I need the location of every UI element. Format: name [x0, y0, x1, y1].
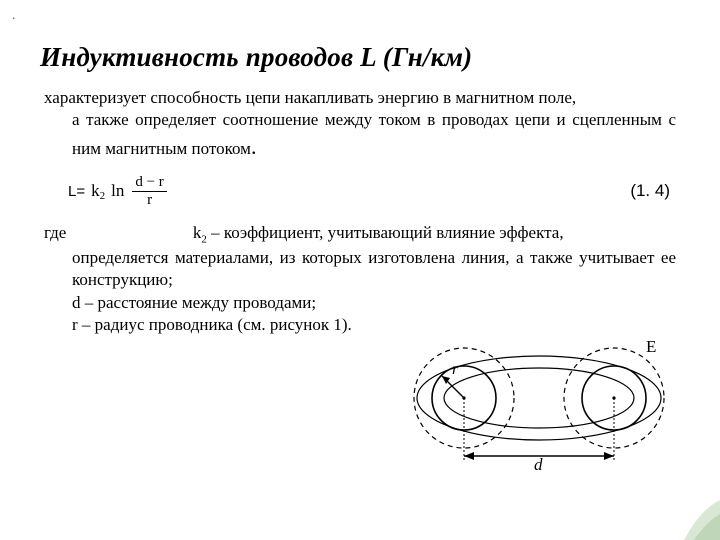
- formula-k-sub: 2: [100, 190, 106, 202]
- stray-dot: .: [12, 8, 16, 24]
- label-E: E: [646, 337, 656, 356]
- fraction-denominator: r: [147, 192, 152, 208]
- corner-decoration: [660, 500, 720, 540]
- figure-svg: r d E: [394, 330, 684, 480]
- dim-d-arrow-right: [604, 452, 614, 460]
- slide-root: . Индуктивность проводов L (Гн/км) харак…: [0, 0, 720, 540]
- formula-L: L=: [68, 183, 85, 200]
- label-d: d: [534, 455, 543, 474]
- formula-k: k: [91, 181, 100, 201]
- paragraph-period: .: [251, 134, 257, 159]
- definitions-block: где k2 – коэффициент, учитывающий влияни…: [44, 222, 676, 337]
- paragraph-lead: характеризует способность цепи накаплива…: [44, 88, 576, 107]
- formula-row: L= k2 ln d − r r (1. 4): [68, 175, 676, 208]
- where-word: где: [44, 223, 66, 242]
- main-paragraph: характеризует способность цепи накаплива…: [44, 87, 676, 161]
- paragraph-rest: а также определяет соотношение между ток…: [44, 109, 676, 160]
- def-line2: определяется материалами, из которых изг…: [44, 247, 676, 292]
- figure-two-conductors: r d E: [394, 330, 684, 480]
- def-k2-sub: 2: [201, 233, 207, 245]
- dim-d-arrow-left: [464, 452, 474, 460]
- formula: L= k2 ln d − r r: [68, 175, 167, 208]
- formula-ln: ln: [111, 181, 124, 201]
- def-k2: k2: [193, 223, 211, 242]
- fraction-numerator: d − r: [132, 175, 166, 192]
- paragraph-rest-text: а также определяет соотношение между ток…: [72, 110, 676, 157]
- def-k2-text: – коэффициент, учитывающий влияние эффек…: [211, 223, 563, 242]
- label-r: r: [452, 361, 459, 378]
- equation-number: (1. 4): [630, 181, 670, 201]
- formula-k2: k2: [91, 181, 105, 201]
- formula-fraction: d − r r: [132, 175, 166, 208]
- field-ellipse-inner: [444, 368, 634, 428]
- def-d: d – расстояние между проводами;: [44, 292, 676, 314]
- slide-title: Индуктивность проводов L (Гн/км): [40, 42, 680, 73]
